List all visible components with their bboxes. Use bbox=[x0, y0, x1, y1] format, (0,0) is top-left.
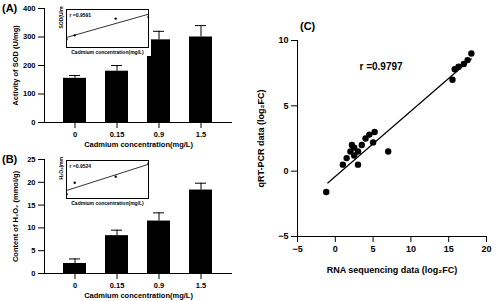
svg-text:0.15: 0.15 bbox=[110, 281, 125, 290]
svg-text:SOD(U/mg): SOD(U/mg) bbox=[58, 6, 64, 29]
svg-text:15: 15 bbox=[444, 244, 454, 254]
svg-text:Cadmium concentration(mg/L): Cadmium concentration(mg/L) bbox=[84, 140, 193, 149]
svg-text:Cadmium concentration(mg/L): Cadmium concentration(mg/L) bbox=[84, 291, 193, 300]
svg-text:0.15: 0.15 bbox=[110, 130, 125, 139]
svg-text:100: 100 bbox=[23, 89, 36, 98]
html-text:(B): (B) bbox=[2, 153, 18, 165]
svg-text:5: 5 bbox=[283, 101, 288, 111]
svg-text:Cadmium concentration(mg/L): Cadmium concentration(mg/L) bbox=[71, 49, 144, 55]
svg-text:400: 400 bbox=[23, 4, 36, 13]
svg-text:0: 0 bbox=[333, 244, 338, 254]
svg-text:5: 5 bbox=[371, 244, 376, 254]
svg-text:10: 10 bbox=[406, 244, 416, 254]
svg-text:0: 0 bbox=[73, 281, 77, 290]
svg-text:Activity of SOD (U/mg): Activity of SOD (U/mg) bbox=[11, 25, 20, 106]
svg-text:10: 10 bbox=[278, 35, 288, 45]
svg-text:0: 0 bbox=[31, 118, 35, 127]
svg-text:qRT-PCR data (log₂FC): qRT-PCR data (log₂FC) bbox=[256, 90, 266, 188]
svg-text:r =0.9524: r =0.9524 bbox=[70, 163, 92, 169]
svg-text:−5: −5 bbox=[292, 244, 302, 254]
html-text:(C): (C) bbox=[300, 20, 316, 32]
svg-text:r =0.9591: r =0.9591 bbox=[70, 12, 92, 18]
svg-text:0: 0 bbox=[31, 269, 35, 278]
svg-text:0: 0 bbox=[73, 130, 77, 139]
svg-text:10: 10 bbox=[27, 223, 35, 232]
svg-text:−5: −5 bbox=[278, 231, 288, 241]
svg-text:20: 20 bbox=[481, 244, 491, 254]
svg-text:0: 0 bbox=[283, 166, 288, 176]
svg-text:Content of H₂O₂ (mmol/g): Content of H₂O₂ (mmol/g) bbox=[11, 170, 20, 262]
svg-text:0.9: 0.9 bbox=[154, 130, 164, 139]
svg-text:25: 25 bbox=[27, 155, 35, 164]
svg-text:5: 5 bbox=[31, 246, 35, 255]
html-text:(A): (A) bbox=[2, 2, 18, 14]
svg-text:1.5: 1.5 bbox=[196, 281, 206, 290]
svg-text:1.5: 1.5 bbox=[196, 130, 206, 139]
svg-text:15: 15 bbox=[27, 201, 35, 210]
svg-text:200: 200 bbox=[23, 61, 36, 70]
svg-text:Cadmium concentration(mg/L): Cadmium concentration(mg/L) bbox=[71, 200, 144, 206]
svg-text:0.9: 0.9 bbox=[154, 281, 164, 290]
svg-text:H₂O₂(mmol/g): H₂O₂(mmol/g) bbox=[58, 157, 64, 180]
svg-text:20: 20 bbox=[27, 178, 35, 187]
svg-text:r =0.9797: r =0.9797 bbox=[360, 61, 404, 72]
svg-text:300: 300 bbox=[23, 32, 36, 41]
svg-text:RNA sequencing data (log₂FC): RNA sequencing data (log₂FC) bbox=[327, 265, 458, 275]
